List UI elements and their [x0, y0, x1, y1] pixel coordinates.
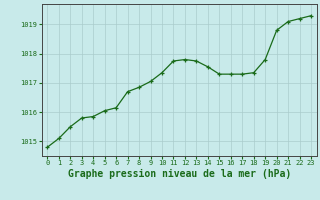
X-axis label: Graphe pression niveau de la mer (hPa): Graphe pression niveau de la mer (hPa) — [68, 169, 291, 179]
